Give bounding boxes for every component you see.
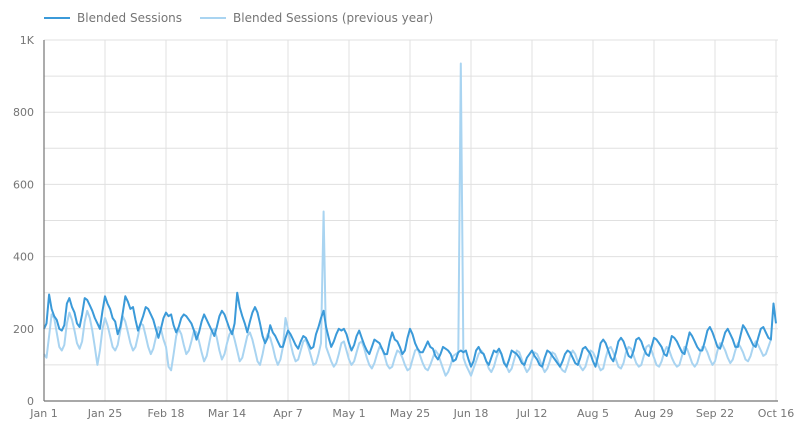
legend-item-blended-sessions-previous-year[interactable]: Blended Sessions (previous year) [200,11,433,25]
series-line-blended-sessions[interactable] [43,291,777,368]
x-tick-label: Sep 22 [696,407,734,420]
x-tick-label: Jan 25 [87,407,122,420]
x-tick-label: Apr 7 [273,407,303,420]
legend-swatch-dark-blue-icon [44,17,70,19]
x-tick-label: Oct 16 [758,407,795,420]
chart-legend: Blended Sessions Blended Sessions (previ… [44,11,451,25]
y-axis-ticks: 0 200 400 600 800 1K [13,34,35,408]
x-tick-label: Mar 14 [208,407,246,420]
y-tick-label: 400 [13,251,34,264]
x-tick-label: May 1 [332,407,365,420]
y-tick-label: 0 [27,395,34,408]
x-tick-label: Jul 12 [516,407,548,420]
y-tick-label: 800 [13,106,34,119]
y-tick-label: 1K [20,34,35,47]
x-tick-label: Jan 1 [29,407,57,420]
x-tick-label: May 25 [390,407,430,420]
legend-item-blended-sessions[interactable]: Blended Sessions [44,11,182,25]
y-tick-label: 200 [13,323,34,336]
y-tick-label: 600 [13,178,34,191]
x-tick-label: Jun 18 [453,407,489,420]
x-tick-label: Aug 5 [577,407,609,420]
x-tick-label: Feb 18 [148,407,185,420]
x-tick-label: Aug 29 [635,407,674,420]
series-line-previous-year[interactable] [43,62,772,377]
gridlines [43,39,778,402]
x-axis-ticks: Jan 1 Jan 25 Feb 18 Mar 14 Apr 7 May 1 May 25 J… [29,407,794,420]
legend-label: Blended Sessions (previous year) [233,11,434,25]
legend-swatch-light-blue-icon [200,17,227,19]
legend-label: Blended Sessions [77,11,183,25]
